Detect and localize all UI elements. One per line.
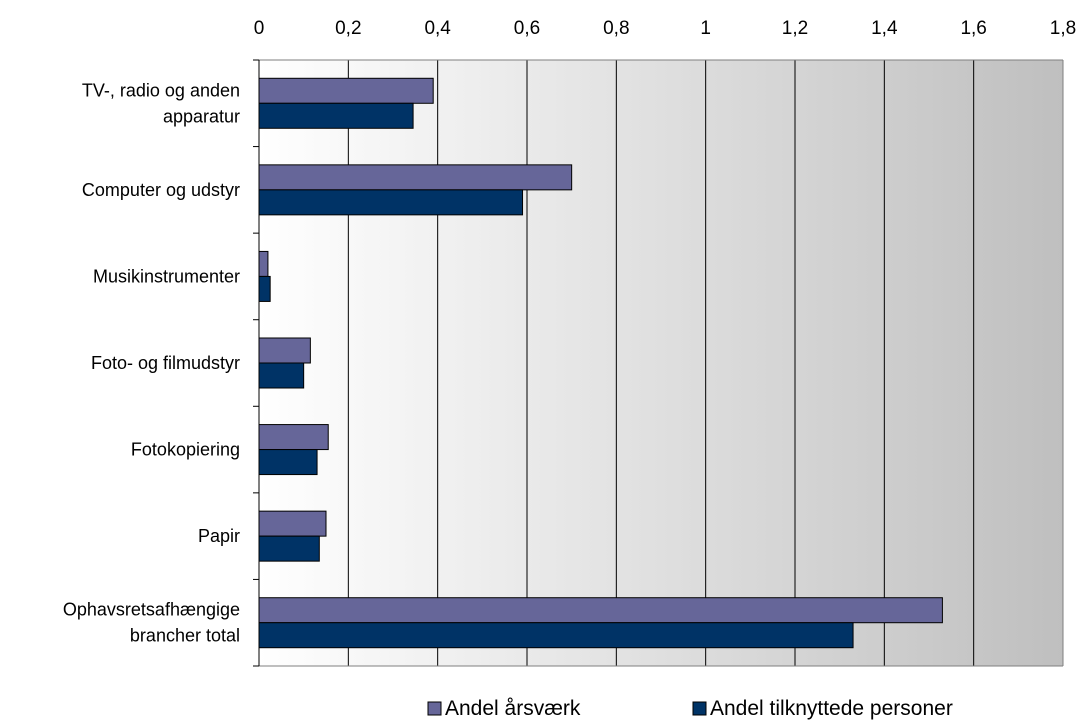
legend-label: Andel tilknyttede personer — [710, 697, 953, 720]
legend: Andel årsværk Andel tilknyttede personer — [427, 697, 953, 720]
category-label: Computer og udstyr — [82, 180, 240, 200]
bar — [258, 535, 320, 562]
bar — [258, 275, 271, 302]
bar — [258, 622, 854, 649]
legend-swatch — [427, 701, 442, 716]
bar — [258, 510, 327, 537]
category-label: Ophavsretsafhængige — [63, 600, 240, 620]
bar — [258, 77, 434, 104]
legend-label: Andel årsværk — [445, 697, 581, 720]
plot-area — [259, 60, 1063, 666]
category-label: brancher total — [130, 626, 240, 646]
bars — [258, 77, 943, 649]
category-label: Foto- og filmudstyr — [91, 353, 240, 373]
bar — [258, 102, 414, 129]
bar — [258, 164, 573, 191]
legend-swatch — [692, 701, 707, 716]
category-label: Papir — [198, 526, 240, 546]
category-label: Fotokopiering — [131, 440, 240, 460]
x-tick-label: 1,6 — [960, 18, 986, 39]
x-tick-label: 1,4 — [871, 18, 898, 39]
bar — [258, 424, 329, 451]
x-tick-label: 1,8 — [1050, 18, 1076, 39]
x-tick-label: 0,6 — [514, 18, 540, 39]
axes — [253, 59, 1064, 667]
x-tick-labels: 0 0,2 0,4 0,6 0,8 1 1,2 1,4 1,6 1,8 — [254, 18, 1077, 39]
x-tick-label: 1,2 — [782, 18, 808, 39]
x-tick-label: 1 — [700, 18, 711, 39]
category-label: apparatur — [163, 106, 240, 126]
bar — [258, 362, 305, 389]
category-label: TV-, radio og anden — [82, 80, 240, 100]
bar — [258, 189, 524, 216]
bar — [258, 449, 318, 476]
bar — [258, 597, 943, 624]
category-labels: TV-, radio og anden apparatur Computer og … — [63, 80, 240, 645]
x-tick-label: 0,8 — [603, 18, 629, 39]
bar — [258, 337, 311, 364]
x-tick-label: 0,4 — [424, 18, 451, 39]
category-label: Musikinstrumenter — [93, 266, 240, 286]
bar — [258, 250, 269, 277]
x-tick-label: 0,2 — [335, 18, 361, 39]
x-tick-label: 0 — [254, 18, 265, 39]
